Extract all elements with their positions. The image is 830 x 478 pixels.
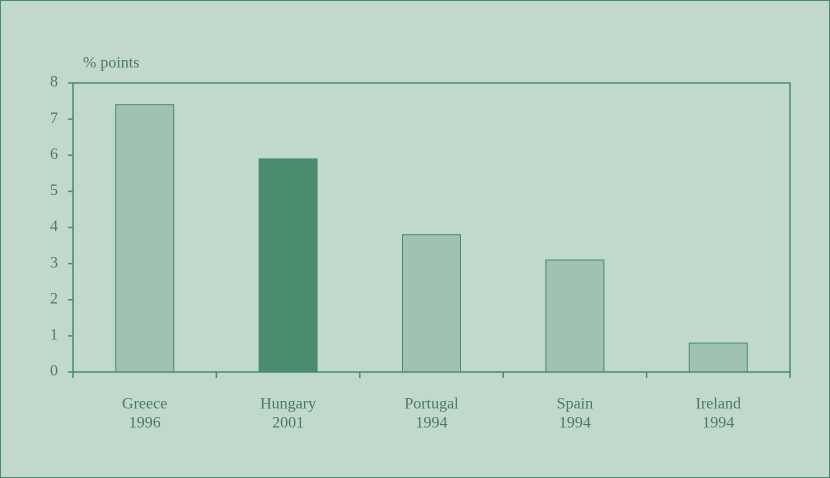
y-tick-label: 0: [50, 363, 58, 380]
bar: [115, 104, 175, 373]
x-tick-label: Spain: [557, 396, 593, 413]
bar: [402, 234, 461, 373]
x-tick-label: Hungary: [260, 396, 316, 413]
x-tick-label: 1996: [129, 415, 161, 432]
y-tick-label: 3: [50, 254, 58, 271]
bar: [258, 158, 318, 373]
y-tick-label: 8: [50, 74, 58, 91]
x-tick-label: Ireland: [696, 396, 741, 413]
x-tick-label: Greece: [122, 396, 167, 413]
y-tick-label: 1: [50, 327, 58, 344]
y-tick-label: 5: [50, 182, 58, 199]
bar: [545, 259, 605, 373]
y-tick-label: 4: [50, 218, 58, 235]
x-tick-label: 1994: [559, 415, 591, 432]
x-tick-label: 2001: [272, 415, 304, 432]
y-tick-label: 2: [50, 290, 58, 307]
y-tick-label: 7: [50, 110, 58, 127]
plot-frame: [72, 82, 791, 373]
x-tick-label: 1994: [702, 415, 734, 432]
x-tick-label: Portugal: [404, 396, 459, 413]
y-tick-label: 6: [50, 146, 58, 163]
bar: [688, 342, 748, 373]
x-tick-label: 1994: [416, 415, 448, 432]
y-axis-label: % points: [83, 55, 139, 72]
